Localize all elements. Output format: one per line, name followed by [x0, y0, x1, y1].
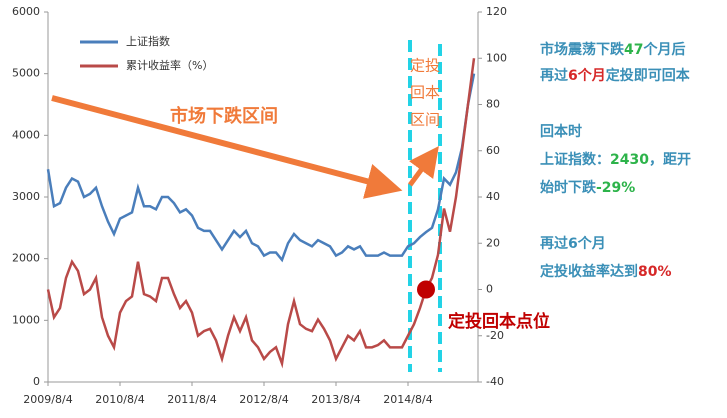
series-line — [46, 73, 476, 263]
x-tick-label: 2011/8/4 — [167, 393, 216, 406]
x-tick-label: 2010/8/4 — [95, 393, 144, 406]
y2-tick-label: 20 — [486, 236, 500, 249]
note-segment: 80% — [638, 264, 672, 280]
note-segment: 回本时 — [540, 123, 582, 140]
fall-arrow — [51, 95, 403, 199]
note-segment: 个月后 — [642, 41, 685, 58]
y2-tick-label: 40 — [486, 190, 500, 203]
note-segment: 47 — [624, 42, 643, 58]
y2-tick-label: 120 — [486, 5, 507, 18]
x-tick-label: 2012/8/4 — [239, 393, 288, 406]
zone-text: 区间 — [410, 111, 440, 129]
note-line: 始时下跌-29% — [540, 179, 635, 196]
y-tick-label: 6000 — [12, 5, 40, 18]
legend-label: 上证指数 — [126, 34, 170, 48]
note-segment: 定投收益率达到 — [540, 263, 638, 280]
zone-text: 回本 — [410, 84, 440, 102]
y2-tick-label: -40 — [486, 375, 504, 388]
y-tick-label: 0 — [33, 375, 40, 388]
note-line: 上证指数：2430，距开 — [540, 151, 691, 168]
y2-tick-label: 100 — [486, 51, 507, 64]
y2-tick-label: 80 — [486, 98, 500, 111]
note-segment: 定投即可回本 — [606, 67, 691, 84]
legend-label: 累计收益率（%） — [126, 58, 213, 72]
fall-label: 市场下跌区间 — [170, 105, 278, 127]
x-tick-label: 2009/8/4 — [23, 393, 72, 406]
note-line: 市场震荡下跌47个月后 — [540, 41, 685, 58]
point-label: 定投回本点位 — [448, 311, 550, 332]
note-segment: 再过 — [540, 67, 568, 84]
note-segment: -29% — [596, 180, 635, 196]
note-segment: 始时下跌 — [540, 179, 597, 196]
breakeven-dot — [417, 280, 435, 299]
y2-tick-label: -20 — [486, 329, 504, 342]
note-line: 再过6个月定投即可回本 — [540, 67, 691, 84]
note-segment: 再过6个月 — [540, 235, 606, 252]
y-tick-label: 4000 — [12, 128, 40, 141]
zone-text: 定投 — [410, 57, 440, 75]
y2-tick-label: 0 — [486, 283, 493, 296]
x-tick-label: 2013/8/4 — [311, 393, 360, 406]
x-tick-label: 2014/8/4 — [383, 393, 432, 406]
y-tick-label: 5000 — [12, 67, 40, 80]
y2-tick-label: 60 — [486, 144, 500, 157]
note-segment: 上证指数： — [540, 151, 610, 168]
note-segment: 6个月 — [568, 67, 606, 84]
y-tick-label: 3000 — [12, 190, 40, 203]
note-segment: 市场震荡下跌 — [540, 41, 625, 58]
rise-arrow — [407, 145, 439, 187]
note-segment: 2430 — [610, 152, 649, 168]
note-line: 定投收益率达到80% — [540, 263, 672, 280]
series-line — [46, 58, 476, 369]
notes: 市场震荡下跌47个月后再过6个月定投即可回本回本时上证指数：2430，距开始时下… — [540, 41, 691, 280]
y-tick-label: 2000 — [12, 252, 40, 265]
note-line: 再过6个月 — [540, 235, 606, 252]
note-segment: ，距开 — [649, 152, 691, 168]
y-tick-label: 1000 — [12, 313, 40, 326]
note-line: 回本时 — [540, 123, 582, 140]
